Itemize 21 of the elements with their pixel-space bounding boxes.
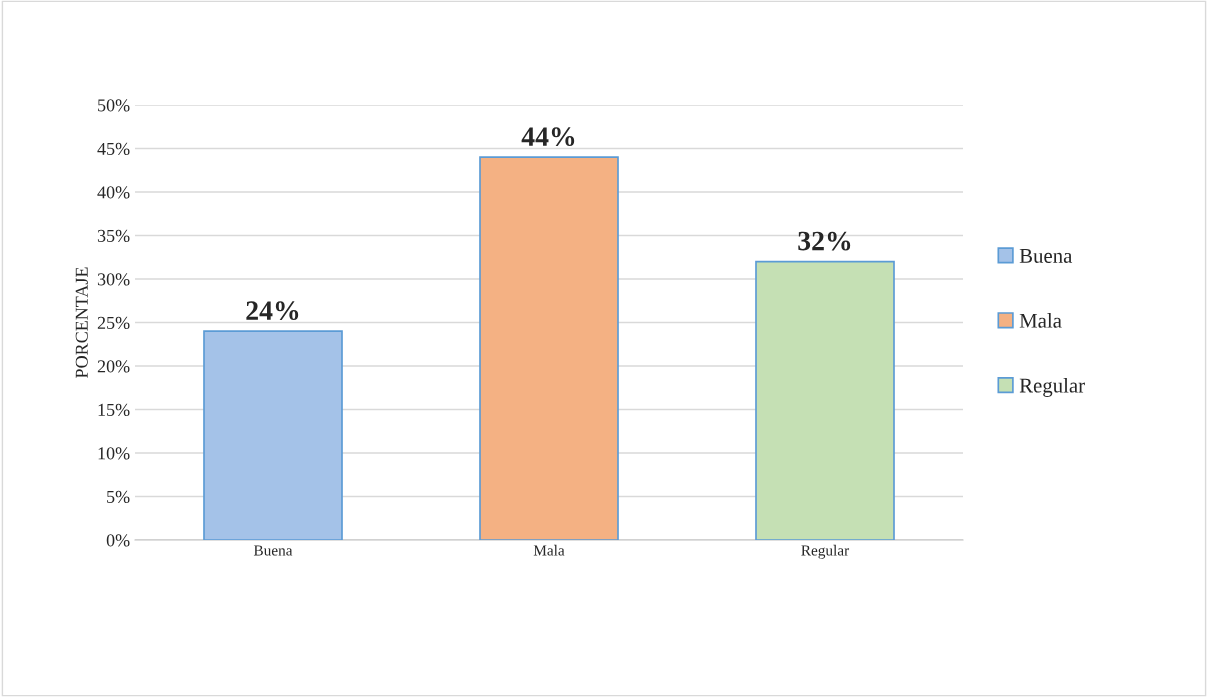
y-tick-label: 15% <box>98 403 130 416</box>
legend-label: Buena <box>1019 249 1073 263</box>
y-tick-label: 40% <box>97 186 130 199</box>
y-tick-label: 30% <box>97 273 130 286</box>
y-tick-label: 10% <box>98 447 130 460</box>
data-label: 44% <box>521 127 575 147</box>
data-label: 32% <box>798 231 851 251</box>
y-tick-label: 20% <box>97 360 130 373</box>
y-tick-label: 35% <box>97 229 130 242</box>
y-tick-label: 50% <box>98 99 130 112</box>
y-tick-label: 45% <box>97 142 130 155</box>
x-tick-label: Regular <box>801 544 850 559</box>
y-tick-label: 0% <box>106 534 130 547</box>
y-tick-label: 5% <box>107 490 130 503</box>
x-tick-label: Buena <box>253 545 293 556</box>
legend-label: Regular <box>1019 377 1085 397</box>
legend-label: Mala <box>1019 313 1062 328</box>
y-tick-label: 25% <box>97 316 130 329</box>
x-tick-label: Mala <box>533 544 565 556</box>
data-label: 24% <box>246 301 299 321</box>
y-axis-title: PORCENTAJE <box>75 267 88 378</box>
